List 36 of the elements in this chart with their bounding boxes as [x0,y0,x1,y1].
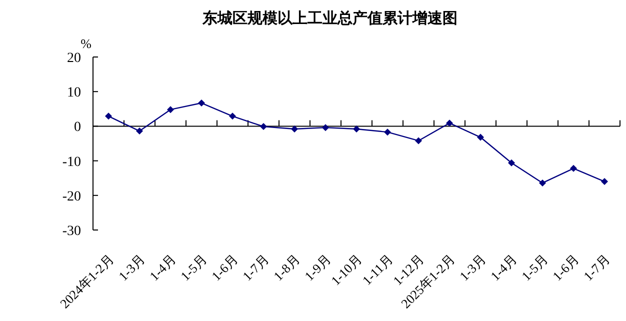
point [446,120,453,127]
x-tick-label: 1-7月 [240,252,272,284]
y-tick-label: -20 [62,189,81,204]
x-tick-label: 1-5月 [178,252,210,284]
point [570,164,577,172]
x-tick-label: 1-5月 [518,252,551,284]
y-axis-title: % [80,36,92,51]
x-tick-label: 1-3月 [456,252,489,284]
point [291,125,298,132]
chart-title: 东城区规模以上工业总产值累计增速图 [202,9,458,27]
y-tick-label: 10 [67,86,81,101]
y-tick-label: 20 [67,51,81,66]
point [260,123,267,130]
x-tick-label: 1-6月 [550,252,582,284]
point [477,134,484,141]
x-tick-label: 1-8月 [270,252,303,284]
point [229,112,236,120]
point [601,178,608,186]
point [539,179,546,186]
point [384,128,391,136]
point [322,124,329,132]
x-tick-label: 1-4月 [488,252,520,284]
point [136,128,143,135]
y-tick-label: 0 [74,120,81,136]
point [508,159,515,166]
y-tick-label: -10 [62,154,81,170]
point [167,106,174,114]
y-tick-label: -30 [62,224,81,239]
point [105,112,112,120]
point [415,137,422,144]
x-tick-label: 1-6月 [208,252,241,284]
x-tick-label: 1-7月 [580,252,613,284]
point [353,125,360,132]
x-tick-label: 1-3月 [116,252,148,284]
x-tick-label: 1-4月 [146,252,179,284]
point [198,100,205,107]
